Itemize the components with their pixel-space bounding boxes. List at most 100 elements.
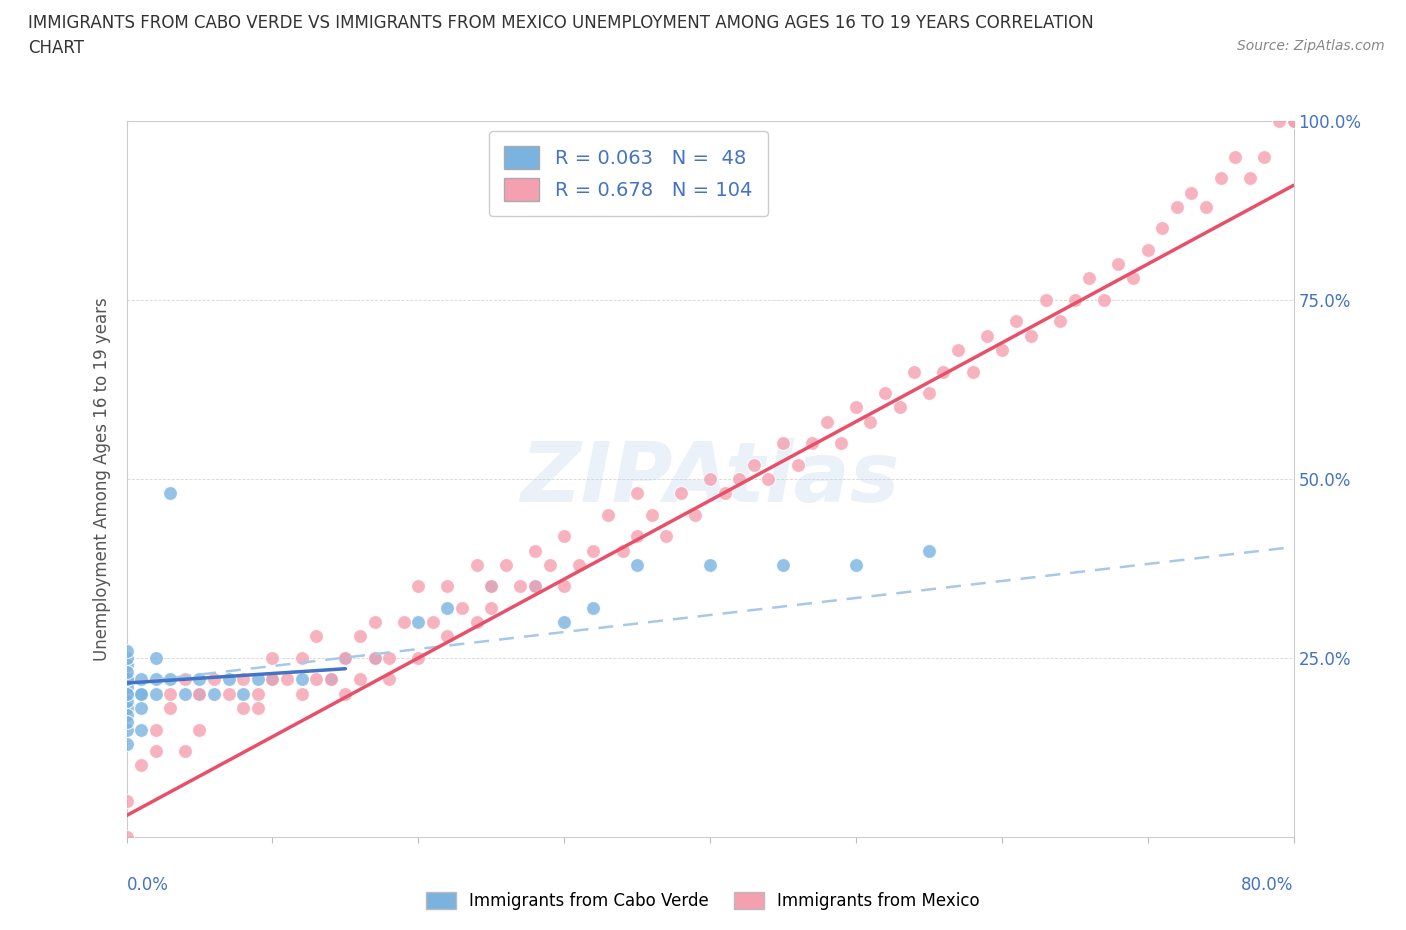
Point <box>479 578 502 594</box>
Text: 80.0%: 80.0% <box>1241 876 1294 895</box>
Point <box>363 615 385 630</box>
Point <box>1108 257 1130 272</box>
Point <box>859 414 882 429</box>
Point <box>685 508 707 523</box>
Point <box>436 629 458 644</box>
Point <box>918 386 941 401</box>
Point <box>1005 314 1028 329</box>
Point <box>713 485 735 500</box>
Point <box>1209 171 1232 186</box>
Point <box>845 557 868 572</box>
Point <box>145 686 167 701</box>
Point <box>699 557 721 572</box>
Point <box>640 508 664 523</box>
Point <box>115 715 138 730</box>
Point <box>408 651 430 666</box>
Point <box>1152 221 1174 236</box>
Point <box>1282 113 1305 128</box>
Point <box>115 700 138 715</box>
Point <box>524 578 547 594</box>
Point <box>1166 199 1188 214</box>
Point <box>159 686 181 701</box>
Point <box>479 578 502 594</box>
Point <box>553 615 575 630</box>
Point <box>408 615 430 630</box>
Point <box>159 672 181 687</box>
Point <box>612 543 634 558</box>
Point <box>524 578 547 594</box>
Point <box>889 400 911 415</box>
Point <box>115 644 138 658</box>
Point <box>262 672 284 687</box>
Point <box>1092 293 1115 308</box>
Point <box>845 400 868 415</box>
Point <box>568 557 591 572</box>
Point <box>202 672 225 687</box>
Point <box>1063 293 1085 308</box>
Point <box>246 686 269 701</box>
Point <box>875 386 897 401</box>
Point <box>202 686 225 701</box>
Point <box>582 601 605 616</box>
Point <box>129 722 152 737</box>
Point <box>246 672 269 687</box>
Point <box>378 651 401 666</box>
Point <box>276 672 298 687</box>
Point <box>129 686 152 701</box>
Point <box>115 665 138 680</box>
Point <box>232 672 254 687</box>
Point <box>246 700 269 715</box>
Point <box>626 485 648 500</box>
Point <box>115 658 138 672</box>
Point <box>479 601 502 616</box>
Point <box>903 364 925 379</box>
Point <box>772 435 794 450</box>
Point <box>174 672 197 687</box>
Point <box>290 672 312 687</box>
Point <box>1239 171 1261 186</box>
Point <box>218 686 240 701</box>
Point <box>436 601 458 616</box>
Point <box>115 679 138 694</box>
Point <box>363 651 385 666</box>
Point <box>1180 185 1202 200</box>
Point <box>801 435 824 450</box>
Point <box>188 722 211 737</box>
Point <box>1195 199 1218 214</box>
Point <box>159 700 181 715</box>
Point <box>262 651 284 666</box>
Point <box>115 694 138 709</box>
Point <box>115 794 138 809</box>
Point <box>596 508 619 523</box>
Point <box>815 414 838 429</box>
Point <box>495 557 517 572</box>
Point <box>290 686 312 701</box>
Point <box>335 651 357 666</box>
Point <box>319 672 342 687</box>
Point <box>145 722 167 737</box>
Point <box>626 529 648 544</box>
Point <box>918 543 941 558</box>
Point <box>188 686 211 701</box>
Point <box>1268 113 1291 128</box>
Point <box>232 700 254 715</box>
Point <box>115 722 138 737</box>
Point <box>115 672 138 687</box>
Point <box>363 651 385 666</box>
Point <box>626 557 648 572</box>
Point <box>699 472 721 486</box>
Point <box>1122 271 1144 286</box>
Point <box>436 578 458 594</box>
Point <box>305 672 328 687</box>
Point <box>465 557 488 572</box>
Point <box>115 651 138 666</box>
Point <box>932 364 955 379</box>
Point <box>262 672 284 687</box>
Point <box>772 557 794 572</box>
Point <box>115 737 138 751</box>
Point <box>319 672 342 687</box>
Point <box>669 485 692 500</box>
Point <box>728 472 751 486</box>
Point <box>188 686 211 701</box>
Point <box>378 672 401 687</box>
